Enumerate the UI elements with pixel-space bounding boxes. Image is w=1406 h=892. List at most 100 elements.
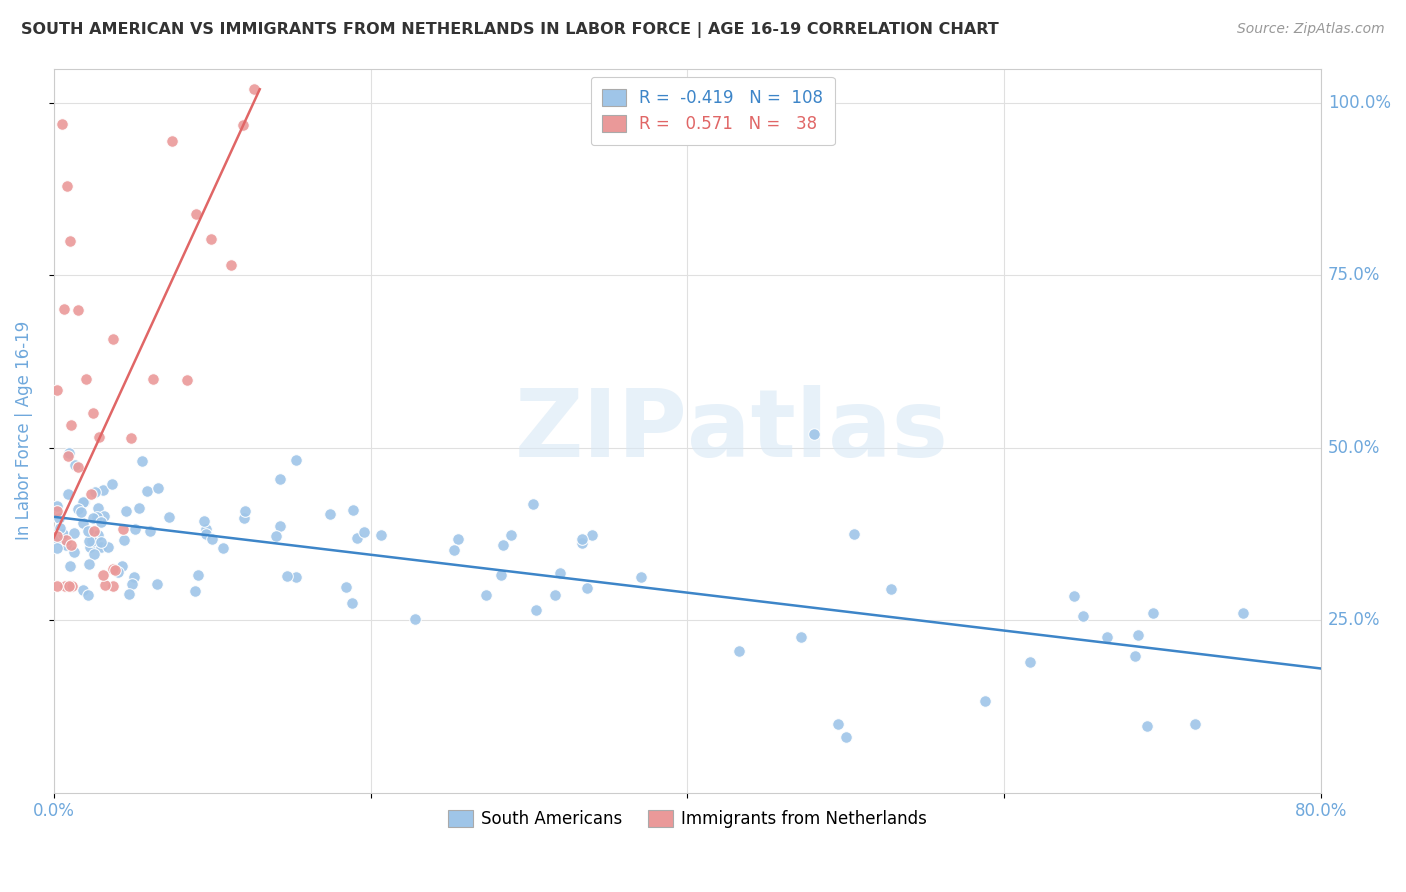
- Point: [319, 507, 342, 521]
- Point: [83, 547, 105, 561]
- Point: [1063, 589, 1085, 603]
- Point: [157, 509, 180, 524]
- Point: [142, 372, 165, 386]
- Point: [46, 532, 69, 546]
- Point: [60, 579, 83, 593]
- Point: [340, 596, 363, 610]
- Text: 100.0%: 100.0%: [1329, 94, 1391, 112]
- Text: 50.0%: 50.0%: [1329, 439, 1381, 457]
- Point: [844, 527, 866, 541]
- Point: [285, 569, 308, 583]
- Point: [789, 630, 811, 644]
- Point: [66, 460, 89, 475]
- Point: [56, 450, 79, 464]
- Point: [443, 543, 465, 558]
- Point: [187, 567, 209, 582]
- Point: [52, 302, 75, 317]
- Point: [49, 521, 72, 535]
- Text: 25.0%: 25.0%: [1329, 611, 1381, 629]
- Point: [524, 603, 547, 617]
- Point: [118, 587, 141, 601]
- Point: [120, 431, 142, 445]
- Point: [974, 694, 997, 708]
- Point: [124, 570, 146, 584]
- Point: [77, 534, 100, 549]
- Point: [72, 494, 94, 508]
- Point: [264, 529, 287, 543]
- Point: [284, 453, 307, 467]
- Point: [111, 522, 134, 536]
- Point: [46, 499, 69, 513]
- Point: [72, 516, 94, 531]
- Point: [827, 716, 849, 731]
- Point: [370, 527, 392, 541]
- Point: [93, 578, 115, 592]
- Point: [59, 538, 82, 552]
- Point: [1126, 628, 1149, 642]
- Point: [76, 588, 98, 602]
- Point: [63, 526, 86, 541]
- Point: [58, 446, 80, 460]
- Point: [48, 511, 70, 525]
- Point: [404, 612, 426, 626]
- Point: [146, 577, 169, 591]
- Text: Source: ZipAtlas.com: Source: ZipAtlas.com: [1237, 22, 1385, 37]
- Point: [46, 579, 69, 593]
- Point: [221, 258, 243, 272]
- Point: [571, 532, 593, 546]
- Point: [72, 582, 94, 597]
- Point: [548, 566, 571, 580]
- Point: [139, 524, 162, 538]
- Point: [53, 579, 76, 593]
- Point: [46, 529, 69, 543]
- Point: [58, 487, 80, 501]
- Point: [346, 531, 368, 545]
- Point: [59, 558, 82, 573]
- Point: [86, 510, 108, 524]
- Point: [76, 524, 98, 539]
- Point: [242, 82, 264, 96]
- Point: [193, 514, 215, 528]
- Point: [1019, 655, 1042, 669]
- Point: [101, 579, 124, 593]
- Point: [93, 508, 115, 523]
- Point: [492, 538, 515, 552]
- Legend: South Americans, Immigrants from Netherlands: South Americans, Immigrants from Netherl…: [441, 804, 934, 835]
- Point: [46, 541, 69, 556]
- Point: [232, 118, 254, 132]
- Text: ZIP: ZIP: [515, 384, 688, 476]
- Point: [728, 644, 751, 658]
- Point: [55, 533, 77, 548]
- Point: [269, 518, 291, 533]
- Point: [1232, 606, 1254, 620]
- Point: [107, 565, 129, 579]
- Text: atlas: atlas: [688, 384, 949, 476]
- Point: [112, 533, 135, 547]
- Point: [101, 562, 124, 576]
- Point: [80, 534, 103, 549]
- Point: [97, 540, 120, 554]
- Point: [491, 568, 513, 582]
- Point: [66, 502, 89, 516]
- Point: [1184, 716, 1206, 731]
- Point: [200, 232, 222, 246]
- Point: [73, 495, 96, 509]
- Point: [75, 372, 97, 386]
- Point: [103, 563, 125, 577]
- Point: [87, 500, 110, 515]
- Point: [77, 557, 100, 571]
- Point: [576, 581, 599, 595]
- Point: [121, 577, 143, 591]
- Text: 75.0%: 75.0%: [1329, 267, 1381, 285]
- Y-axis label: In Labor Force | Age 16-19: In Labor Force | Age 16-19: [15, 321, 32, 541]
- Point: [233, 504, 256, 518]
- Point: [80, 487, 103, 501]
- Text: SOUTH AMERICAN VS IMMIGRANTS FROM NETHERLANDS IN LABOR FORCE | AGE 16-19 CORRELA: SOUTH AMERICAN VS IMMIGRANTS FROM NETHER…: [21, 22, 998, 38]
- Point: [90, 540, 112, 554]
- Point: [571, 536, 593, 550]
- Point: [522, 497, 544, 511]
- Point: [803, 427, 825, 442]
- Point: [101, 476, 124, 491]
- Point: [65, 458, 87, 473]
- Point: [124, 522, 146, 536]
